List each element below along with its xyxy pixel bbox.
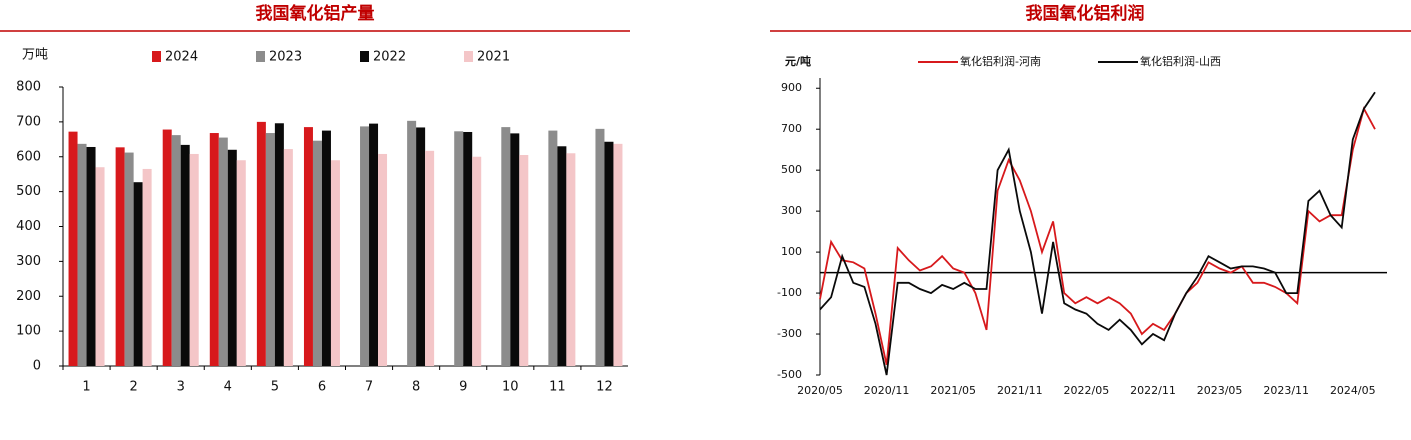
y-tick-label: -300 (777, 327, 802, 340)
bar (360, 126, 370, 366)
legend-label: 2023 (269, 50, 302, 65)
x-tick-label: 2021/05 (930, 384, 976, 397)
chart-title: 我国氧化铝产量 (256, 3, 375, 24)
y-tick-label: 300 (16, 254, 41, 269)
bar (162, 129, 172, 366)
y-tick-label: 700 (16, 114, 41, 129)
bar (321, 130, 331, 366)
x-tick-label: 5 (271, 380, 279, 395)
line-series (819, 106, 1376, 365)
bar (369, 123, 379, 367)
bar (303, 127, 313, 366)
bar (86, 146, 96, 366)
x-tick-label: 3 (177, 380, 185, 395)
bar (519, 155, 529, 366)
x-tick-label: 2 (129, 380, 137, 395)
bar (548, 130, 558, 366)
legend-label: 2021 (477, 50, 510, 65)
bar (124, 152, 134, 366)
x-tick-label: 4 (224, 380, 232, 395)
x-tick-label: 2020/11 (864, 384, 910, 397)
bar (613, 143, 623, 366)
x-tick-label: 2021/11 (997, 384, 1043, 397)
legend-swatch (256, 51, 265, 62)
x-tick-label: 9 (459, 380, 467, 395)
bar (68, 131, 78, 366)
bar (463, 131, 473, 366)
legend-swatch (464, 51, 473, 62)
bar (378, 153, 388, 366)
x-tick-label: 2020/05 (797, 384, 843, 397)
bar (115, 147, 125, 366)
bar (142, 168, 152, 366)
y-axis-label: 元/吨 (785, 54, 811, 68)
bar (171, 135, 181, 366)
x-tick-label: 2024/05 (1330, 384, 1376, 397)
bar (407, 120, 417, 366)
line-series (819, 91, 1376, 376)
y-tick-label: 100 (16, 324, 41, 339)
bar (283, 149, 293, 366)
bar (416, 127, 426, 366)
bar (256, 121, 266, 366)
x-tick-label: 8 (412, 380, 420, 395)
y-tick-label: 800 (16, 80, 41, 95)
legend-swatch (360, 51, 369, 62)
y-tick-label: -100 (777, 286, 802, 299)
bar (566, 153, 576, 366)
bar (510, 133, 520, 366)
y-tick-label: 200 (16, 289, 41, 304)
x-tick-label: 11 (549, 380, 566, 395)
x-tick-label: 2023/11 (1263, 384, 1309, 397)
bar (501, 127, 511, 366)
bar (604, 141, 614, 366)
bar (218, 137, 228, 366)
x-tick-label: 2022/11 (1130, 384, 1176, 397)
legend-label: 氧化铝利润-山西 (1140, 54, 1221, 68)
bar (454, 131, 464, 366)
y-tick-label: 100 (781, 245, 802, 258)
legend-label: 2022 (373, 50, 406, 65)
y-tick-label: 500 (16, 184, 41, 199)
bar (312, 140, 322, 366)
bar (236, 160, 246, 366)
bar (425, 150, 435, 366)
bar (265, 133, 275, 366)
x-tick-label: 7 (365, 380, 373, 395)
bar (227, 149, 237, 366)
y-tick-label: 300 (781, 204, 802, 217)
bar (180, 144, 190, 366)
bar (189, 153, 199, 366)
y-tick-label: 400 (16, 219, 41, 234)
bar (472, 156, 482, 366)
y-axis-label: 万吨 (22, 48, 48, 63)
legend-label: 氧化铝利润-河南 (960, 54, 1041, 68)
x-tick-label: 2023/05 (1197, 384, 1243, 397)
chart-title: 我国氧化铝利润 (1026, 3, 1145, 24)
bar (595, 128, 605, 366)
y-tick-label: 700 (781, 122, 802, 135)
y-tick-label: -500 (777, 368, 802, 381)
y-tick-label: 600 (16, 149, 41, 164)
y-tick-label: 500 (781, 163, 802, 176)
bar (95, 167, 105, 366)
x-tick-label: 1 (82, 380, 90, 395)
x-tick-label: 6 (318, 380, 326, 395)
x-tick-label: 2022/05 (1064, 384, 1110, 397)
x-tick-label: 10 (502, 380, 519, 395)
bar (330, 160, 340, 366)
bar (274, 123, 284, 367)
bar (133, 182, 143, 366)
legend-swatch (152, 51, 161, 62)
bar (209, 133, 219, 366)
legend-label: 2024 (165, 50, 198, 65)
bar (557, 146, 567, 366)
bar (77, 143, 87, 366)
y-tick-label: 0 (33, 359, 41, 374)
x-tick-label: 12 (596, 380, 613, 395)
y-tick-label: 900 (781, 81, 802, 94)
